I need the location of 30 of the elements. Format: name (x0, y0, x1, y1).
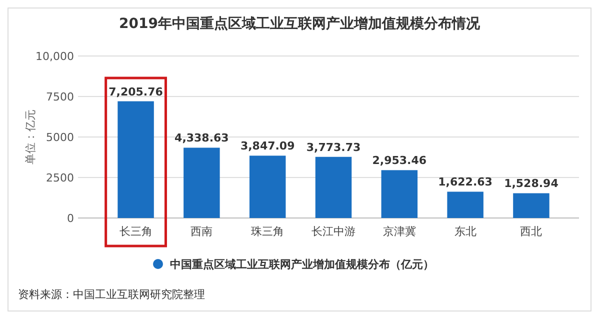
text: 1,528.94 (504, 177, 558, 190)
text: 7,205.76 (108, 85, 163, 98)
y-tick-label: 5000 (46, 130, 74, 144)
y-tick-label: 10,000 (36, 50, 74, 63)
x-tick-label: 长江中游 (312, 225, 356, 238)
x-tick-label: 东北 (454, 225, 476, 238)
y-tick-label: 0 (67, 212, 74, 225)
legend-label: 中国重点区域工业互联网产业增加值规模分布（亿元） (170, 258, 434, 271)
y-tick-label: 7500 (46, 90, 74, 104)
text: 3,847.09 (240, 140, 295, 153)
x-tick-label: 长三角 (119, 225, 152, 238)
bar (513, 193, 550, 218)
text: 1,622.63 (438, 176, 492, 189)
y-tick-label: 2500 (46, 171, 74, 184)
bar (381, 170, 418, 218)
chart-title: 2019年中国重点区域工业互联网产业增加值规模分布情况 (119, 15, 481, 32)
x-tick-label: 西南 (190, 225, 213, 238)
bar (315, 156, 352, 218)
x-tick-label: 珠三角 (251, 225, 284, 238)
x-tick-label: 京津冀 (382, 225, 416, 238)
text: 资料来源：中国工业互联网研究院整理 (18, 288, 205, 301)
text: 4,338.63 (174, 132, 229, 145)
x-tick-label: 西北 (520, 225, 542, 238)
bar (184, 148, 220, 218)
bar (447, 192, 484, 218)
text: 3,773.73 (306, 140, 361, 154)
text: 2,953.46 (372, 154, 427, 168)
bar (249, 156, 286, 218)
y-axis-title: 单位：亿元 (24, 110, 37, 164)
bar (118, 101, 154, 218)
